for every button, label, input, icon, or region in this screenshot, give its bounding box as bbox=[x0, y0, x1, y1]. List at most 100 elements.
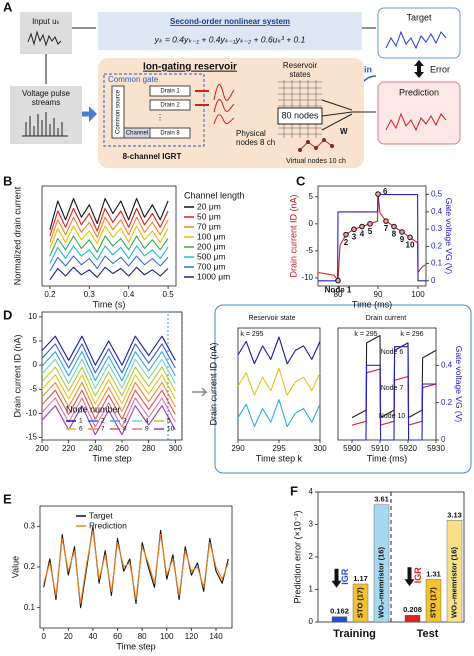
x-tick-label: 80 bbox=[334, 290, 343, 299]
annotation: Node 6 bbox=[381, 349, 404, 356]
y-axis-label: Drain current ID (nA) bbox=[12, 334, 22, 417]
bar bbox=[404, 615, 421, 623]
x-tick-label: 220 bbox=[62, 444, 76, 453]
red-arrows bbox=[195, 90, 209, 106]
node-label: 9 bbox=[400, 235, 405, 244]
y-tick-label: 0 bbox=[33, 360, 38, 369]
x-tick-label: 140 bbox=[209, 632, 223, 641]
x-tick-label: 300 bbox=[169, 444, 183, 453]
x-tick-label: 240 bbox=[89, 444, 103, 453]
category-label: IGR bbox=[340, 568, 350, 585]
annotation: Reservoir state bbox=[248, 315, 295, 322]
states-label: Reservoir bbox=[283, 61, 318, 70]
plot-frame bbox=[41, 185, 177, 287]
physical-label: nodes 8 ch bbox=[236, 138, 275, 147]
x-tick-label: 90 bbox=[374, 290, 383, 299]
series-line bbox=[41, 381, 176, 413]
blue-arrow-head bbox=[89, 106, 97, 122]
source bbox=[111, 85, 125, 139]
annotation: Node 7 bbox=[381, 385, 404, 392]
legend-label: 10 bbox=[167, 426, 175, 433]
x-tick-label: 60 bbox=[113, 632, 122, 641]
legend-label: Prediction bbox=[89, 520, 127, 530]
drain-label: Drain 1 bbox=[160, 89, 180, 95]
legend-label: 1 bbox=[79, 418, 83, 425]
x-tick-label: 120 bbox=[185, 632, 199, 641]
series-line bbox=[49, 255, 169, 272]
panel-label: C bbox=[296, 173, 306, 188]
y2-tick-label: 0.2 bbox=[441, 398, 453, 407]
series-line bbox=[41, 343, 176, 374]
series-line bbox=[41, 366, 176, 397]
value-label: 3.13 bbox=[447, 510, 462, 519]
annotation: k = 295 bbox=[240, 331, 263, 338]
states-label: states bbox=[289, 70, 310, 79]
node-dot bbox=[322, 138, 326, 142]
system-box bbox=[98, 12, 362, 50]
node-marker bbox=[383, 218, 389, 224]
y-tick-label: 10 bbox=[28, 312, 37, 321]
node-label: 5 bbox=[368, 227, 373, 236]
source-label: Common source bbox=[116, 89, 122, 134]
category-label: WO₃-memristor (16) bbox=[376, 547, 385, 618]
group-label: Training bbox=[333, 628, 376, 640]
gate-box bbox=[103, 73, 205, 147]
legend-title: Channel length bbox=[184, 190, 245, 200]
y2-tick-label: 0.4 bbox=[441, 360, 453, 369]
reservoir-title: Ion-gating reservoir bbox=[143, 62, 237, 73]
y-tick-label: -5 bbox=[306, 246, 314, 255]
target-box bbox=[377, 7, 461, 59]
node-label: 4 bbox=[360, 230, 365, 239]
equation: yₖ = 0.4yₖ₋₁ + 0.4yₖ₋₁yₖ₋₂ + 0.6uₖ³ + 0.… bbox=[154, 34, 306, 44]
legend-label: 20 μm bbox=[197, 201, 221, 211]
legend-label: 1000 μm bbox=[197, 271, 230, 281]
y-tick-label: 0 bbox=[309, 617, 314, 626]
series-line bbox=[49, 225, 169, 249]
legend-label: 4 bbox=[145, 418, 149, 425]
channel-label: Channel bbox=[126, 131, 148, 137]
series-line bbox=[41, 397, 176, 428]
y-axis-label: Value bbox=[10, 556, 20, 578]
legend-label: 2 bbox=[101, 418, 105, 425]
series-line bbox=[318, 194, 426, 282]
y2-tick-label: 0.1 bbox=[431, 259, 443, 268]
igrt-label: 8-channel IGRT bbox=[123, 152, 182, 161]
category-label: STO (17) bbox=[428, 587, 437, 618]
y2-tick-label: 0.4 bbox=[431, 207, 443, 216]
x-axis-label: Time step k bbox=[256, 453, 303, 463]
pulse-label: Voltage pulse bbox=[22, 89, 71, 98]
node-marker bbox=[375, 191, 381, 197]
node-label: 8 bbox=[392, 230, 397, 239]
legend-label: 70 μm bbox=[197, 221, 221, 231]
value-label: 3.61 bbox=[374, 495, 389, 504]
category-label: IGR bbox=[413, 567, 423, 584]
legend-label: 3 bbox=[123, 418, 127, 425]
node-dot bbox=[298, 148, 302, 152]
drain-label: Drain 8 bbox=[160, 131, 180, 137]
legend-label: Target bbox=[89, 510, 113, 520]
prediction-box bbox=[377, 81, 461, 145]
panel-label: D bbox=[3, 307, 12, 322]
legend-label: 8 bbox=[123, 426, 127, 433]
y2-axis-label: Gate voltage VG (V) bbox=[444, 198, 454, 275]
legend-label: 7 bbox=[101, 426, 105, 433]
plot-frame bbox=[39, 505, 233, 629]
series-line bbox=[43, 525, 229, 609]
series-line bbox=[41, 351, 176, 382]
series-line bbox=[41, 405, 176, 436]
plot-frame bbox=[317, 185, 427, 287]
y2-axis-label: Gate voltage VG (V) bbox=[454, 346, 464, 423]
y-axis-label: Prediction error (×10⁻³) bbox=[292, 510, 302, 603]
drain-label: Drain 2 bbox=[160, 103, 180, 109]
x-tick-label: 20 bbox=[64, 632, 73, 641]
node-marker bbox=[407, 234, 413, 241]
arrow bbox=[331, 568, 342, 588]
legend-label: 5 bbox=[167, 418, 171, 425]
x-tick-label: 0.2 bbox=[44, 290, 56, 299]
annotation: k = 296 bbox=[400, 331, 423, 338]
node-label: 3 bbox=[352, 232, 357, 241]
panel-a: Input uₖ Second-order nonlinear system y… bbox=[10, 7, 461, 168]
y-tick-label: -10 bbox=[25, 409, 37, 418]
value-label: 1.31 bbox=[426, 569, 441, 578]
y-tick-label: 5 bbox=[33, 336, 38, 345]
